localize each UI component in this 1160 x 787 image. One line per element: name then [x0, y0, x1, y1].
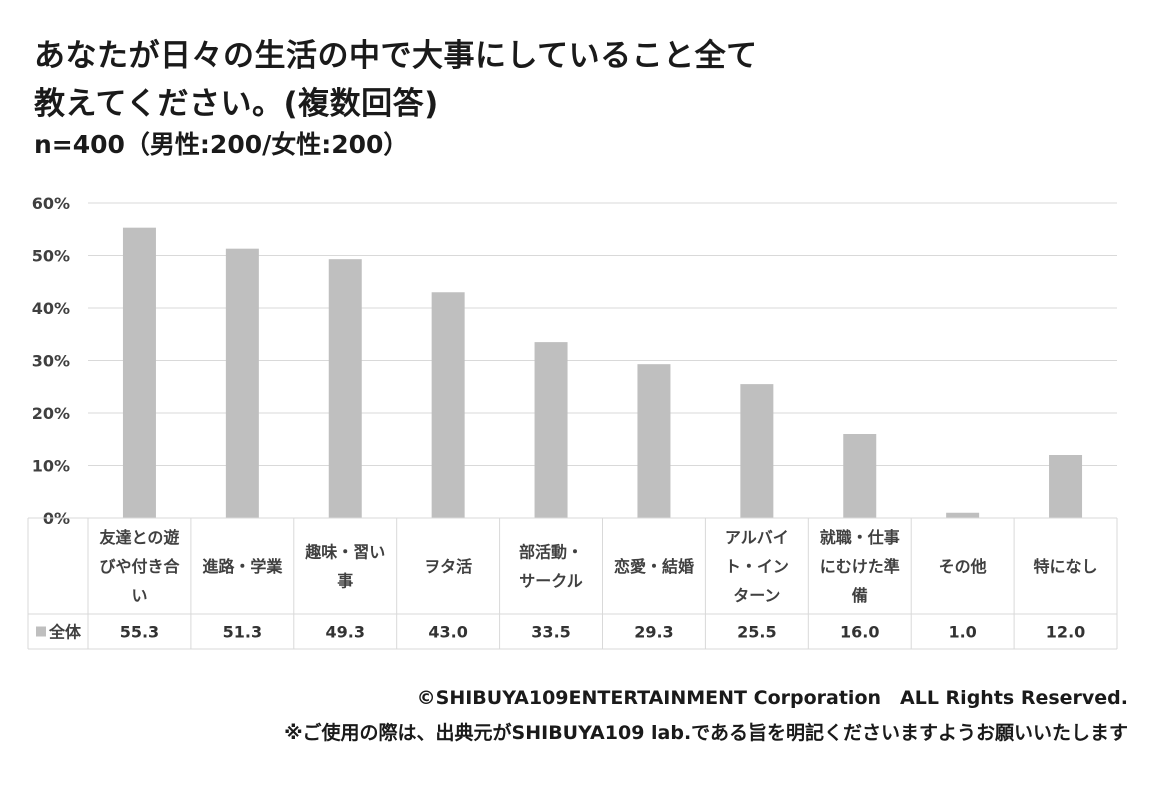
- x-category-label: 進路・学業: [202, 557, 283, 576]
- data-label: 25.5: [737, 623, 776, 642]
- bar: [534, 342, 568, 518]
- legend-key: [36, 626, 46, 637]
- y-tick-label: 10%: [32, 457, 70, 476]
- data-label: 1.0: [948, 623, 976, 642]
- data-label: 55.3: [120, 623, 159, 642]
- x-category-label: アルバイ: [725, 528, 789, 547]
- y-tick-label: 60%: [32, 194, 70, 213]
- y-tick-label: 40%: [32, 299, 70, 318]
- legend-label: 全体: [48, 623, 82, 642]
- x-category-label: サークル: [519, 572, 583, 591]
- data-label: 29.3: [634, 623, 673, 642]
- y-tick-label: 20%: [32, 404, 70, 423]
- x-category-label: 事: [337, 572, 353, 591]
- x-category-label: にむけた準: [820, 557, 900, 576]
- x-category-label: その他: [939, 557, 987, 576]
- x-category-label: 特になし: [1034, 557, 1098, 576]
- x-category-label: 恋愛・結婚: [614, 557, 694, 576]
- bar: [328, 259, 362, 518]
- x-category-label: びや付き合: [99, 557, 180, 576]
- bar: [637, 364, 671, 518]
- x-category-label: 趣味・習い: [304, 543, 385, 562]
- bar: [1049, 455, 1083, 518]
- x-category-label: ト・イン: [725, 557, 789, 576]
- data-label: 43.0: [428, 623, 467, 642]
- bar: [431, 292, 465, 518]
- data-label: 16.0: [840, 623, 879, 642]
- chart-title: あなたが日々の生活の中で大事にしていること全て 教えてください。(複数回答): [34, 32, 934, 128]
- copyright-notice: ©SHIBUYA109ENTERTAINMENT Corporation ALL…: [416, 687, 1128, 709]
- bar: [843, 434, 877, 518]
- title-line-2: 教えてください。(複数回答): [34, 86, 439, 122]
- bar: [740, 384, 774, 518]
- title-line-1: あなたが日々の生活の中で大事にしていること全て: [34, 38, 758, 74]
- x-category-label: ターン: [733, 586, 780, 605]
- x-category-label: 友達との遊: [100, 528, 180, 547]
- data-label: 33.5: [531, 623, 570, 642]
- x-category-label: ヲタ活: [424, 557, 472, 576]
- x-category-label: い: [131, 586, 147, 605]
- data-label: 12.0: [1046, 623, 1085, 642]
- y-tick-label: 50%: [32, 247, 70, 266]
- usage-note: ※ご使用の際は、出典元がSHIBUYA109 lab.である旨を明記くださいます…: [284, 722, 1128, 744]
- x-category-label: 部活動・: [519, 543, 583, 562]
- bar: [225, 248, 259, 519]
- x-category-label: 備: [852, 586, 868, 605]
- x-category-label: 就職・仕事: [820, 528, 900, 547]
- y-tick-label: 30%: [32, 352, 70, 371]
- data-label: 51.3: [223, 623, 262, 642]
- bar: [122, 227, 156, 519]
- bar: [946, 512, 980, 518]
- data-label: 49.3: [326, 623, 365, 642]
- chart-subtitle: n=400（男性:200/女性:200）: [34, 130, 409, 159]
